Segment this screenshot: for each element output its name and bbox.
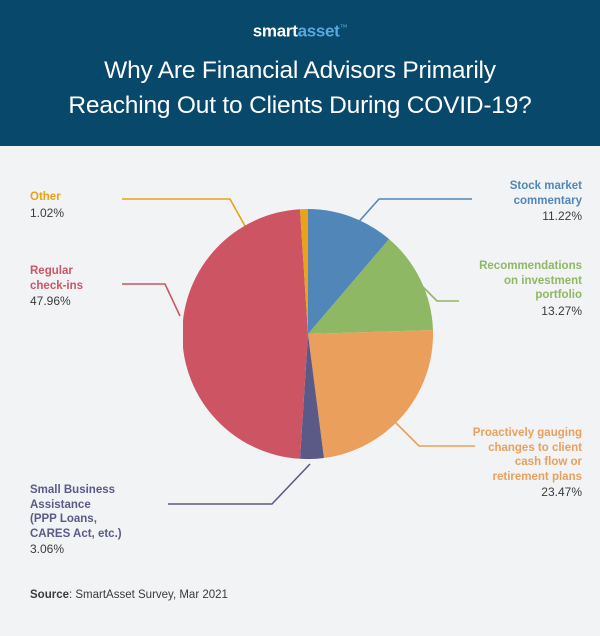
callout-recommendations: Recommendations on investment portfolio …: [402, 259, 582, 318]
trademark-icon: ™: [339, 23, 348, 32]
logo-text-asset: asset: [297, 21, 340, 41]
callout-other-title: Other: [30, 191, 61, 203]
pie-chart: [183, 209, 433, 459]
pie-slice-recommendations[interactable]: [308, 239, 433, 334]
logo-text-smart: smart: [252, 21, 298, 41]
callout-stock-market: Stock market commentary 11.22%: [402, 179, 582, 224]
callout-other-value: 1.02%: [30, 205, 65, 220]
callout-regular-checkins-value: 47.96%: [30, 294, 71, 308]
callout-regular-checkins: Regular check-ins 47.96%: [30, 264, 83, 309]
callout-stock-market-value: 11.22%: [542, 209, 582, 223]
callout-proactive-gauging: Proactively gauging changes to client ca…: [392, 426, 582, 500]
smartasset-logo: smartasset™: [0, 18, 600, 42]
page-title: Why Are Financial Advisors Primarily Rea…: [0, 53, 600, 123]
pie-slice-small-business[interactable]: [300, 334, 324, 459]
callout-other: Other 1.02%: [30, 190, 64, 220]
header-band: smartasset™ Why Are Financial Advisors P…: [0, 0, 600, 146]
callout-recommendations-value: 13.27%: [541, 303, 582, 318]
page-title-line-1: Why Are Financial Advisors Primarily: [104, 57, 496, 84]
callout-small-business-value: 3.06%: [30, 542, 65, 556]
callout-proactive-gauging-value: 23.47%: [541, 485, 582, 499]
callout-small-business-title: Small Business Assistance (PPP Loans, CA…: [30, 484, 122, 540]
callout-regular-checkins-title: Regular check-ins: [30, 265, 84, 292]
pie-slice-regular-checkins[interactable]: [183, 209, 308, 459]
leader-line-small-business: [168, 463, 311, 505]
pie-slice-proactive-gauging[interactable]: [308, 330, 433, 458]
pie-chart-svg: [183, 209, 433, 459]
pie-slice-other[interactable]: [300, 209, 308, 334]
source-label: Source: [30, 589, 69, 601]
callout-small-business: Small Business Assistance (PPP Loans, CA…: [30, 483, 122, 557]
chart-area: Other 1.02% Regular check-ins 47.96% Sma…: [0, 146, 600, 636]
source-note: Source: SmartAsset Survey, Mar 2021: [30, 588, 228, 603]
source-text: : SmartAsset Survey, Mar 2021: [69, 589, 228, 601]
leader-line-regular-checkins: [122, 283, 181, 317]
callout-proactive-gauging-title: Proactively gauging changes to client ca…: [472, 427, 582, 483]
callout-stock-market-title: Stock market commentary: [509, 180, 582, 207]
page-title-line-2: Reaching Out to Clients During COVID-19?: [68, 92, 532, 119]
callout-recommendations-title: Recommendations on investment portfolio: [479, 260, 582, 301]
pie-slice-stock-market[interactable]: [308, 209, 390, 334]
